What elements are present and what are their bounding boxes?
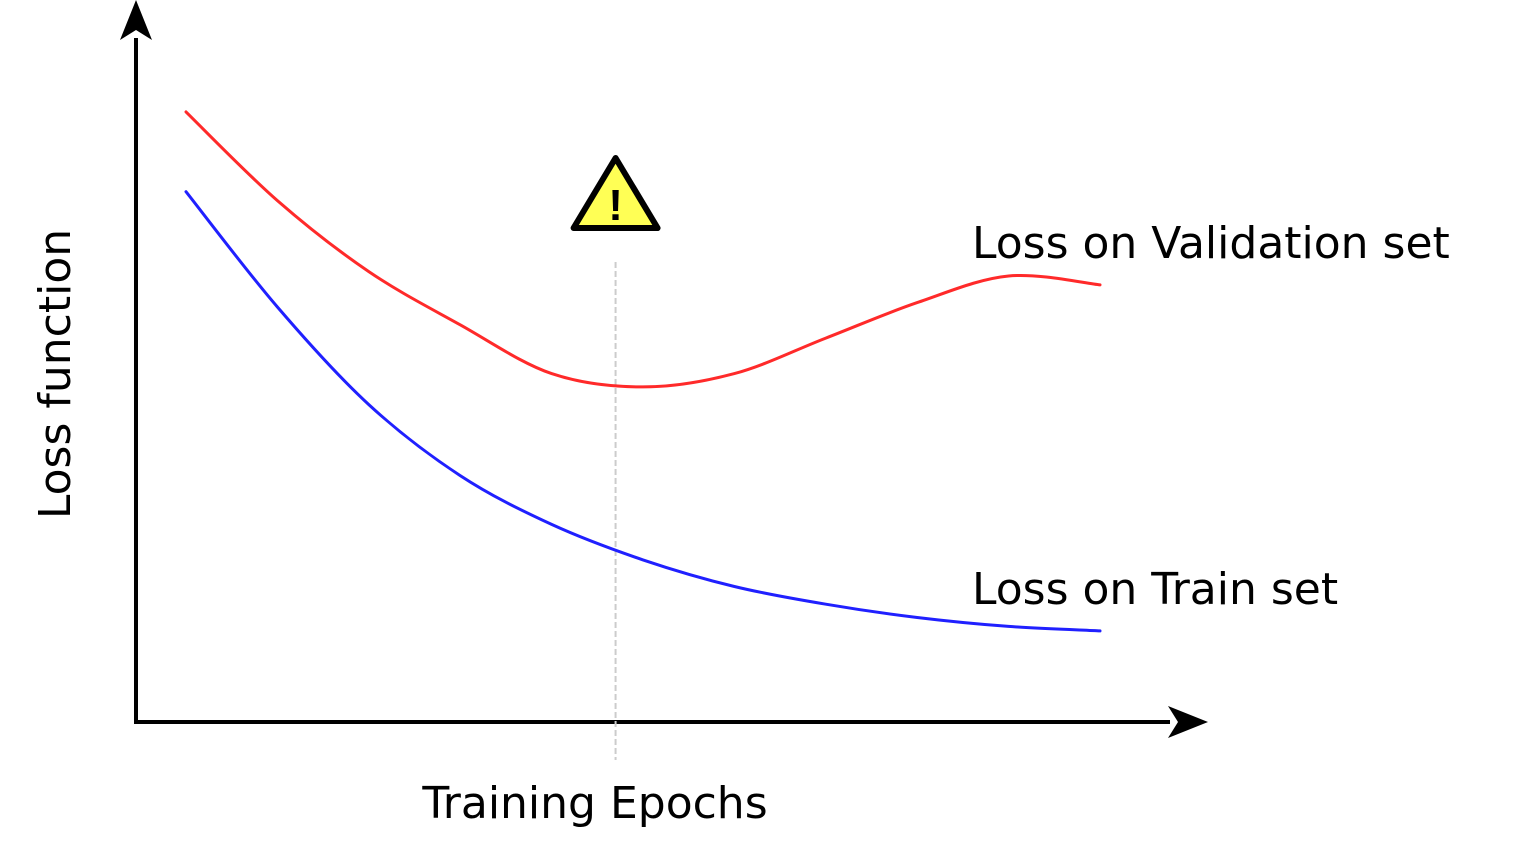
series-line-train bbox=[184, 190, 1102, 633]
warning-mark: ! bbox=[608, 181, 623, 230]
series-label-train: Loss on Train set bbox=[972, 564, 1338, 615]
series-label-validation: Loss on Validation set bbox=[972, 218, 1450, 269]
series-line-validation bbox=[184, 110, 1102, 389]
series-layer bbox=[184, 110, 1102, 633]
warning-icon: ! bbox=[570, 155, 661, 231]
y-axis-label: Loss function bbox=[30, 229, 81, 519]
x-axis-label: Training Epochs bbox=[421, 778, 767, 829]
warning-triangle bbox=[570, 155, 661, 231]
